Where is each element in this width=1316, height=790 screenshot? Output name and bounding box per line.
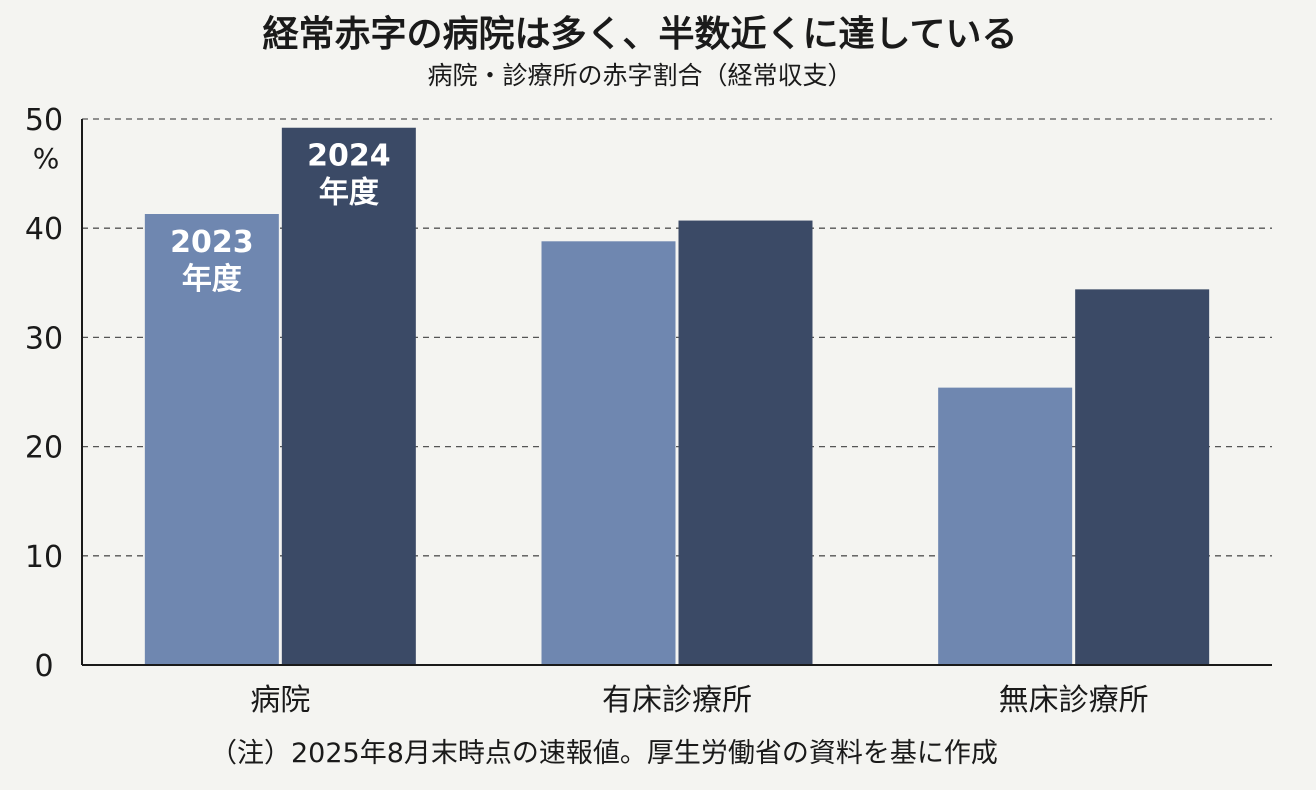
bar-1-1 xyxy=(144,214,279,665)
chart-subtitle: 病院・診療所の赤字割合（経常収支） xyxy=(427,61,852,90)
x-category-label: 無床診療所 xyxy=(999,683,1149,718)
bar-2-3 xyxy=(1075,289,1210,665)
x-category-label: 有床診療所 xyxy=(602,683,752,718)
y-tick-label: 30 xyxy=(25,321,63,356)
series-label: 年度 xyxy=(319,176,379,211)
y-axis-unit: % xyxy=(33,142,60,175)
series-label: 年度 xyxy=(182,262,242,297)
bar-1-2 xyxy=(541,241,676,665)
y-tick-labels: 0 10 20 30 40 50 xyxy=(25,103,63,684)
y-tick-label: 40 xyxy=(25,212,63,247)
category-labels: 病院 有床診療所 無床診療所 xyxy=(250,683,1148,718)
y-tick-label: 0 xyxy=(34,649,53,684)
bars xyxy=(144,127,1210,665)
series-label: 2024 xyxy=(307,139,391,174)
bar-1-3 xyxy=(938,387,1073,665)
grid-lines xyxy=(82,118,1272,557)
y-tick-label: 10 xyxy=(25,540,63,575)
bar-2-2 xyxy=(678,220,813,665)
bar-2-1 xyxy=(281,127,416,665)
x-category-label: 病院 xyxy=(250,683,310,718)
chart-title: 経常赤字の病院は多く、半数近くに達している xyxy=(263,14,1018,55)
series-label: 2023 xyxy=(170,225,254,260)
footnote: （注）2025年8月末時点の速報値。厚生労働省の資料を基に作成 xyxy=(210,738,998,769)
y-tick-label: 20 xyxy=(25,431,63,466)
y-tick-label: 50 xyxy=(25,103,63,138)
